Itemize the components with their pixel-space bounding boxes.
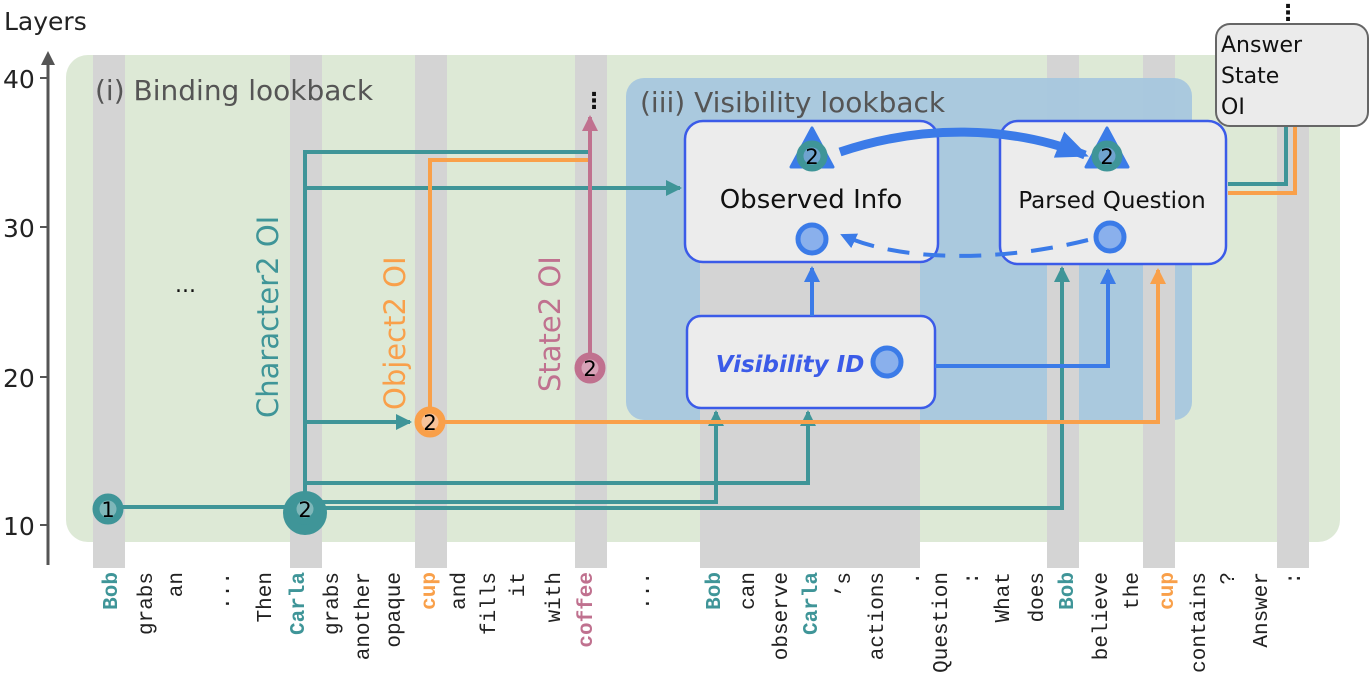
token-8: opaque	[384, 572, 407, 648]
object2-oi-label: Object2 OI	[378, 257, 412, 411]
token-33: Answer	[1251, 572, 1274, 648]
node-label: 2	[583, 357, 596, 381]
token-9: cup	[419, 572, 442, 610]
y-tick-20: 20	[3, 364, 35, 393]
token-12: it	[508, 572, 531, 597]
parsed-to-observed-dashed-arrow	[840, 233, 1089, 258]
observed-info-node: 2	[796, 140, 828, 172]
state2-oi-label: State2 OI	[533, 256, 567, 392]
token-19: Carla	[801, 572, 824, 635]
answer-label-line1: Answer	[1221, 33, 1303, 58]
token-10: and	[449, 572, 472, 610]
cup-node: 2	[414, 406, 446, 438]
token-23: Question	[931, 572, 954, 673]
token-7: another	[353, 572, 376, 660]
token-column	[93, 55, 125, 568]
token-4: Then	[255, 572, 278, 622]
node-label: 1	[101, 498, 114, 522]
token-2: an	[166, 572, 189, 597]
visibility-to-parsed-arrow	[935, 268, 1116, 368]
character2-oi-label: Character2 OI	[251, 216, 285, 418]
token-0: Bob	[101, 572, 124, 610]
observed-visibility-circle	[795, 222, 829, 256]
ellipsis: ...	[175, 273, 196, 298]
token-28: believe	[1091, 572, 1114, 660]
parsed-question-label: Parsed Question	[1018, 188, 1205, 214]
token-24: :	[962, 572, 985, 585]
y-tick-30: 30	[3, 214, 35, 243]
coffee-node: 2	[574, 352, 606, 384]
token-11: fills	[479, 572, 502, 635]
token-34: :	[1284, 572, 1307, 585]
node-label: 2	[805, 145, 818, 169]
token-30: cup	[1157, 572, 1180, 610]
visibility-id-circle	[870, 345, 904, 379]
node-label: 2	[423, 411, 436, 435]
carla-node: 2	[283, 491, 327, 535]
visibility-id-label: Visibility ID	[716, 352, 865, 378]
y-tick-40: 40	[3, 65, 35, 94]
token-32: ?	[1218, 572, 1241, 585]
token-5: Carla	[288, 572, 311, 635]
answer-label-line2: State	[1221, 64, 1279, 89]
answer-label-line3: OI	[1221, 95, 1245, 120]
token-sequence: Bob grabs an... Then Carla grabs another opaque…	[101, 572, 1307, 673]
token-3: ...	[213, 572, 236, 610]
token-18: observe	[771, 572, 794, 660]
token-16: Bob	[704, 572, 727, 610]
y-axis-label: Layers	[4, 7, 87, 36]
node-label: 2	[1100, 145, 1113, 169]
token-29: the	[1122, 572, 1145, 610]
observed-info-box	[683, 119, 940, 264]
observed-to-parsed-arrow	[838, 127, 1089, 160]
token-27: Bob	[1057, 572, 1080, 610]
answer-state-oi-box	[1215, 23, 1369, 127]
token-26: does	[1027, 572, 1050, 622]
token-13: with	[544, 572, 567, 622]
bob-node: 1	[92, 493, 124, 525]
parsed-question-node: 2	[1091, 140, 1123, 172]
token-20: ’s	[834, 572, 857, 597]
state-ellipsis: ⋮	[583, 89, 605, 114]
answer-ellipsis: ⋮	[1277, 1, 1299, 26]
token-14: coffee	[576, 572, 599, 648]
token-31: contains	[1189, 572, 1212, 673]
character-oi-paths	[108, 112, 1288, 510]
node-label: 2	[298, 498, 311, 522]
token-1: grabs	[136, 572, 159, 635]
token-15: ...	[633, 572, 656, 610]
parsed-visibility-circle	[1093, 220, 1127, 254]
token-22: .	[903, 572, 926, 585]
token-6: grabs	[322, 572, 345, 635]
token-21: actions	[867, 572, 890, 660]
token-25: What	[993, 572, 1016, 622]
visibility-lookback-title: (iii) Visibility lookback	[640, 86, 946, 119]
token-17: can	[738, 572, 761, 610]
observed-info-label: Observed Info	[720, 185, 903, 215]
binding-lookback-title: (i) Binding lookback	[95, 74, 374, 107]
y-tick-10: 10	[3, 512, 35, 541]
object-oi-paths	[428, 112, 1297, 424]
